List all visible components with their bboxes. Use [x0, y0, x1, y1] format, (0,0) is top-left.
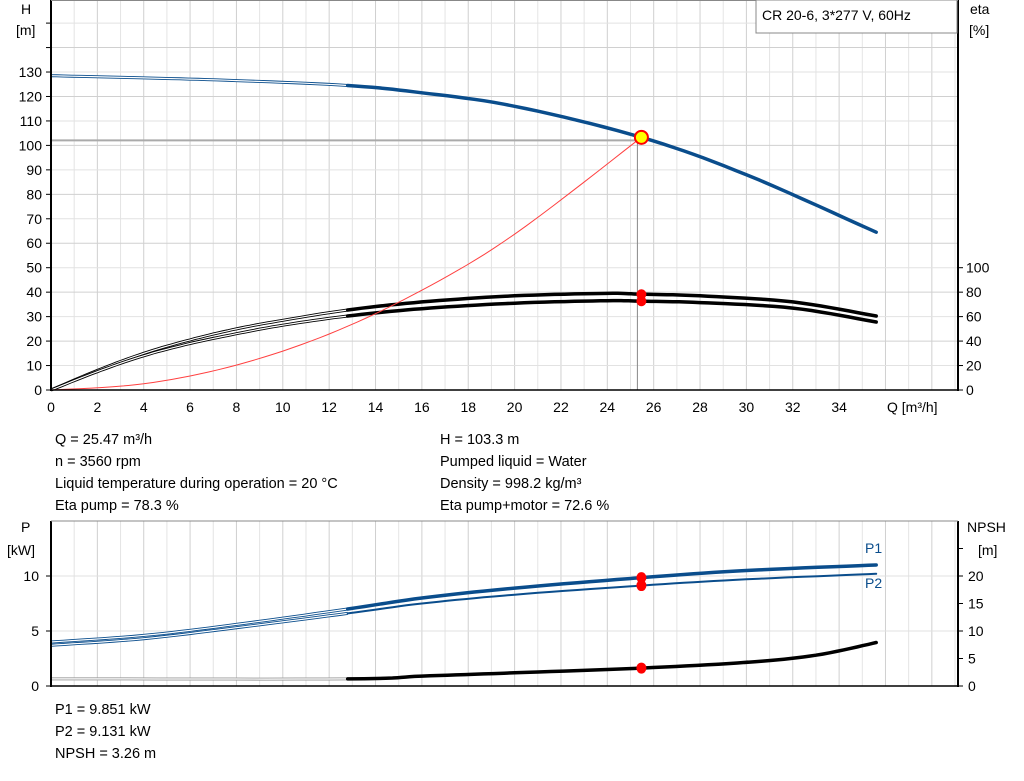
top-grid	[50, 0, 958, 390]
y2-tick-label: 100	[966, 260, 990, 276]
x-tick-label: 2	[93, 399, 101, 415]
x-tick-label: 16	[414, 399, 430, 415]
y-tick-label: 130	[19, 64, 43, 80]
curve-p1-extrapolated-inner	[50, 608, 348, 643]
x-tick-label: 0	[47, 399, 55, 415]
info-density: Density = 998.2 kg/m³	[440, 476, 582, 492]
curves	[50, 74, 878, 681]
curve-p2	[346, 572, 878, 615]
series-label-P1: P1	[865, 540, 882, 556]
curve-eta-pump-motor-extrapolated	[50, 314, 348, 392]
y-tick-label: 10	[23, 568, 39, 584]
info-eta-pump: Eta pump = 78.3 %	[55, 498, 179, 514]
y2-tick-label: 0	[968, 678, 976, 694]
op-marker-npsh	[636, 662, 647, 674]
y-tick-label: 10	[26, 358, 42, 374]
x-tick-label: 20	[507, 399, 523, 415]
op-marker-eta	[636, 289, 647, 300]
curve-eta-pump	[345, 291, 878, 318]
info-liquid: Pumped liquid = Water	[440, 454, 587, 470]
curve-eta-pump-motor-extrapolated-inner	[50, 315, 348, 391]
curve-p2-extrapolated-inner	[50, 612, 348, 646]
curve-p1-extrapolated	[50, 607, 348, 644]
curve-eta-pump-motor	[345, 298, 878, 324]
y2-axis-label-eta: eta	[970, 1, 990, 17]
curve-p1	[345, 563, 878, 611]
y2-tick-label: 10	[968, 623, 984, 639]
info-speed: n = 3560 rpm	[55, 454, 141, 470]
x-tick-label: 10	[275, 399, 291, 415]
op-marker-power	[636, 572, 647, 584]
axes	[50, 0, 959, 687]
x-tick-label: 12	[321, 399, 337, 415]
x-tick-label: 8	[233, 399, 241, 415]
bottom-grid	[50, 521, 958, 686]
curve-system-curve	[50, 136, 642, 391]
x-tick-label: 6	[186, 399, 194, 415]
y2-axis-unit-eta: [%]	[969, 22, 989, 38]
y2-axis-label-NPSH: NPSH	[967, 519, 1006, 535]
curve-npsh	[345, 640, 878, 681]
curve-h	[345, 83, 878, 234]
op-marker-power	[636, 580, 647, 592]
x-tick-label: 14	[368, 399, 384, 415]
info-left: Q = 25.47 m³/h n = 3560 rpm Liquid tempe…	[55, 429, 338, 517]
x-tick-label: 30	[739, 399, 755, 415]
chart-title: CR 20-6, 3*277 V, 60Hz	[762, 7, 911, 23]
y-tick-label: 110	[20, 113, 43, 129]
x-axis-label: Q [m³/h]	[887, 399, 938, 415]
series-label-P2: P2	[865, 575, 882, 591]
op-marker-eta	[636, 296, 647, 307]
info-npsh: NPSH = 3.26 m	[55, 746, 157, 762]
y-tick-label: 0	[31, 678, 39, 694]
y-axis-label-P: P	[21, 519, 30, 535]
y2-tick-label: 40	[966, 333, 982, 349]
y-tick-label: 0	[34, 382, 42, 398]
x-tick-label: 22	[553, 399, 569, 415]
y2-tick-label: 20	[966, 358, 982, 374]
y-tick-label: 60	[26, 235, 42, 251]
y-axis-unit-P: [kW]	[7, 542, 35, 558]
info-right: H = 103.3 m Pumped liquid = Water Densit…	[440, 429, 609, 517]
y2-tick-label: 60	[966, 309, 982, 325]
info-p2: P2 = 9.131 kW	[55, 724, 151, 740]
y-tick-label: 120	[19, 88, 43, 104]
x-tick-label: 24	[600, 399, 616, 415]
operating-point-marker	[633, 129, 649, 145]
y-tick-label: 100	[19, 137, 43, 153]
info-p1: P1 = 9.851 kW	[55, 702, 151, 718]
y-tick-label: 20	[26, 333, 42, 349]
x-tick-label: 32	[785, 399, 801, 415]
y-tick-label: 50	[26, 260, 42, 276]
x-tick-label: 28	[692, 399, 708, 415]
info-temperature: Liquid temperature during operation = 20…	[55, 476, 338, 492]
y-tick-label: 40	[26, 284, 42, 300]
info-head: H = 103.3 m	[440, 432, 520, 448]
x-tick-label: 18	[460, 399, 476, 415]
operating-markers	[633, 129, 649, 674]
y-tick-label: 30	[26, 309, 42, 325]
y-tick-label: 90	[26, 162, 42, 178]
info-bottom: P1 = 9.851 kW P2 = 9.131 kW NPSH = 3.26 …	[55, 699, 156, 765]
y-axis-unit-H: [m]	[16, 22, 35, 38]
curve-h-extrapolated-inner	[50, 75, 348, 87]
y2-tick-label: 20	[968, 568, 984, 584]
y-tick-label: 5	[31, 623, 39, 639]
y-tick-label: 80	[26, 186, 42, 202]
y2-tick-label: 5	[968, 651, 976, 667]
y2-axis-unit-NPSH: [m]	[978, 542, 997, 558]
y-axis-label-H: H	[21, 1, 31, 17]
x-tick-label: 26	[646, 399, 662, 415]
y2-tick-label: 80	[966, 284, 982, 300]
y2-tick-label: 0	[966, 382, 974, 398]
info-eta-pump-motor: Eta pump+motor = 72.6 %	[440, 498, 610, 514]
y2-tick-label: 15	[968, 596, 984, 612]
info-flow: Q = 25.47 m³/h	[55, 432, 153, 448]
x-tick-label: 34	[831, 399, 847, 415]
tick-labels: 0 2 4 6 8 10 12 14 16 18 20 22 24 26 28 30 32 34010203040…	[19, 22, 990, 694]
title-box	[755, 0, 958, 34]
x-tick-label: 4	[140, 399, 148, 415]
y-tick-label: 70	[26, 211, 42, 227]
